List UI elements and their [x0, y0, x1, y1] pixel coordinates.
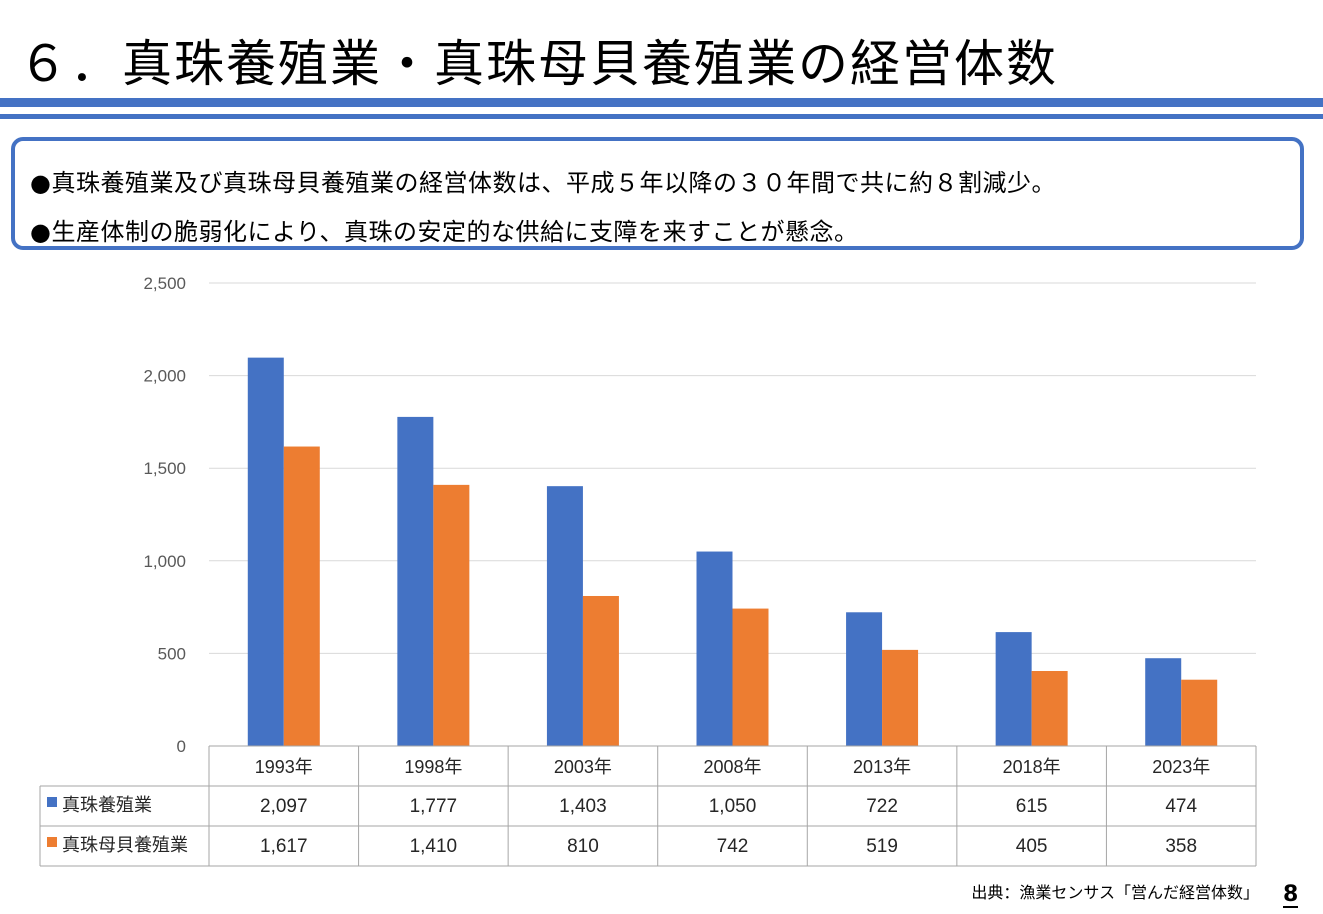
- y-tick-label: 500: [158, 644, 186, 663]
- y-tick-label: 1,500: [143, 459, 186, 478]
- title-rule-thin: [0, 114, 1323, 119]
- legend-series-name: 真珠養殖業: [62, 794, 152, 815]
- table-value: 1,410: [410, 836, 458, 857]
- table-value: 810: [567, 836, 599, 857]
- bar-pearl: [1145, 658, 1182, 746]
- summary-box: [11, 137, 1304, 250]
- x-category-label: 2003年: [554, 757, 612, 777]
- table-value: 722: [866, 796, 898, 817]
- bar-mother-of-pearl: [283, 446, 320, 746]
- table-value: 474: [1165, 796, 1197, 817]
- x-category-label: 2008年: [703, 757, 761, 777]
- table-value: 1,617: [260, 836, 308, 857]
- bar-mother-of-pearl: [1181, 679, 1218, 746]
- bar-mother-of-pearl: [732, 608, 769, 746]
- summary-bullet-2: ●生産体制の脆弱化により、真珠の安定的な供給に支障を来すことが懸念。: [30, 218, 859, 246]
- bar-pearl: [846, 612, 883, 746]
- page-number: 8: [1283, 882, 1299, 908]
- y-tick-label: 2,000: [143, 367, 186, 386]
- table-value: 742: [717, 836, 749, 857]
- bar-pearl: [247, 357, 284, 746]
- bar-pearl: [696, 551, 733, 746]
- table-value: 1,777: [410, 796, 458, 817]
- bar-pearl: [397, 416, 434, 746]
- bar-mother-of-pearl: [1031, 670, 1068, 746]
- table-value: 519: [866, 836, 898, 857]
- table-value: 615: [1016, 796, 1048, 817]
- title-rule-thick: [0, 98, 1323, 107]
- y-tick-label: 0: [177, 737, 186, 756]
- x-category-label: 1993年: [255, 757, 313, 777]
- bar-pearl: [546, 486, 583, 746]
- y-tick-label: 1,000: [143, 552, 186, 571]
- x-category-label: 1998年: [404, 757, 462, 777]
- x-category-label: 2013年: [853, 757, 911, 777]
- bar-pearl: [995, 632, 1032, 746]
- legend-key-pearl: [47, 797, 57, 807]
- x-category-label: 2023年: [1152, 757, 1210, 777]
- bar-mother-of-pearl: [433, 484, 470, 746]
- table-value: 1,050: [709, 796, 757, 817]
- table-value: 358: [1165, 836, 1197, 857]
- source-note: 出典：漁業センサス「営んだ経営体数」: [971, 883, 1259, 902]
- legend-series-name: 真珠母貝養殖業: [62, 834, 188, 855]
- slide-title: ６．真珠養殖業・真珠母貝養殖業の経営体数: [18, 35, 1058, 93]
- summary-bullet-1: ●真珠養殖業及び真珠母貝養殖業の経営体数は、平成５年以降の３０年間で共に約８割減…: [30, 169, 1056, 197]
- table-value: 2,097: [260, 796, 308, 817]
- y-tick-label: 2,500: [143, 274, 186, 293]
- x-category-label: 2018年: [1003, 757, 1061, 777]
- table-value: 405: [1016, 836, 1048, 857]
- bar-mother-of-pearl: [582, 595, 619, 746]
- table-value: 1,403: [559, 796, 607, 817]
- legend-key-mother-of-pearl: [47, 837, 57, 847]
- bar-mother-of-pearl: [882, 649, 919, 746]
